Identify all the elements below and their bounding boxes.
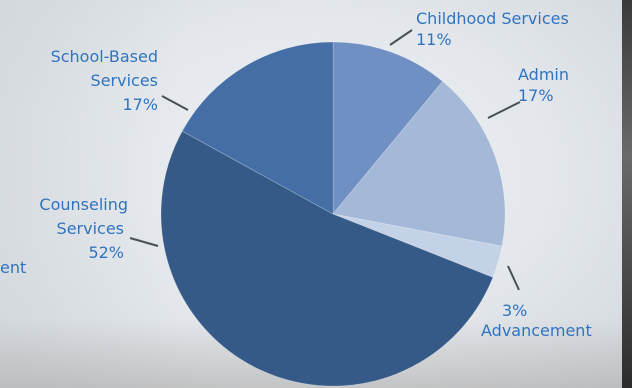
label-counseling-services-name-line2: Services [57,219,124,238]
leader-line-advancement [507,265,520,291]
leader-line-school-based-services [161,95,189,111]
pie-slice-admin [332,80,506,247]
label-counseling-services-name-line1: Counseling [39,195,128,214]
label-advancement-value: 3% [502,301,527,320]
slice-labels: Childhood Services 11% Admin 17% 3% Adva… [0,9,592,340]
label-school-based-services-value: 17% [122,95,158,114]
pie-slice-school-based-services [181,41,334,215]
leader-line-admin [487,101,521,119]
background-right-strip [622,0,632,388]
leader-lines [129,29,521,291]
label-childhood-services-name: Childhood Services [416,9,569,28]
label-school-based-services-name-line1: School-Based [51,47,158,66]
pie-slice-counseling-services [160,130,494,387]
label-childhood-services-value: 11% [416,30,452,49]
label-clipped-fragment: ent [0,258,26,277]
label-advancement-name: Advancement [481,321,592,340]
label-school-based-services-name-line2: Services [91,71,158,90]
leader-line-counseling-services [129,237,159,247]
pie-slice-advancement [332,213,503,278]
pie-slice-childhood-services [332,41,444,216]
label-admin-value: 17% [518,86,554,105]
pie-slices [160,41,506,387]
background-left-fade [0,0,180,388]
label-admin-name: Admin [518,65,569,84]
label-counseling-services-value: 52% [88,243,124,262]
leader-line-childhood-services [389,29,413,46]
